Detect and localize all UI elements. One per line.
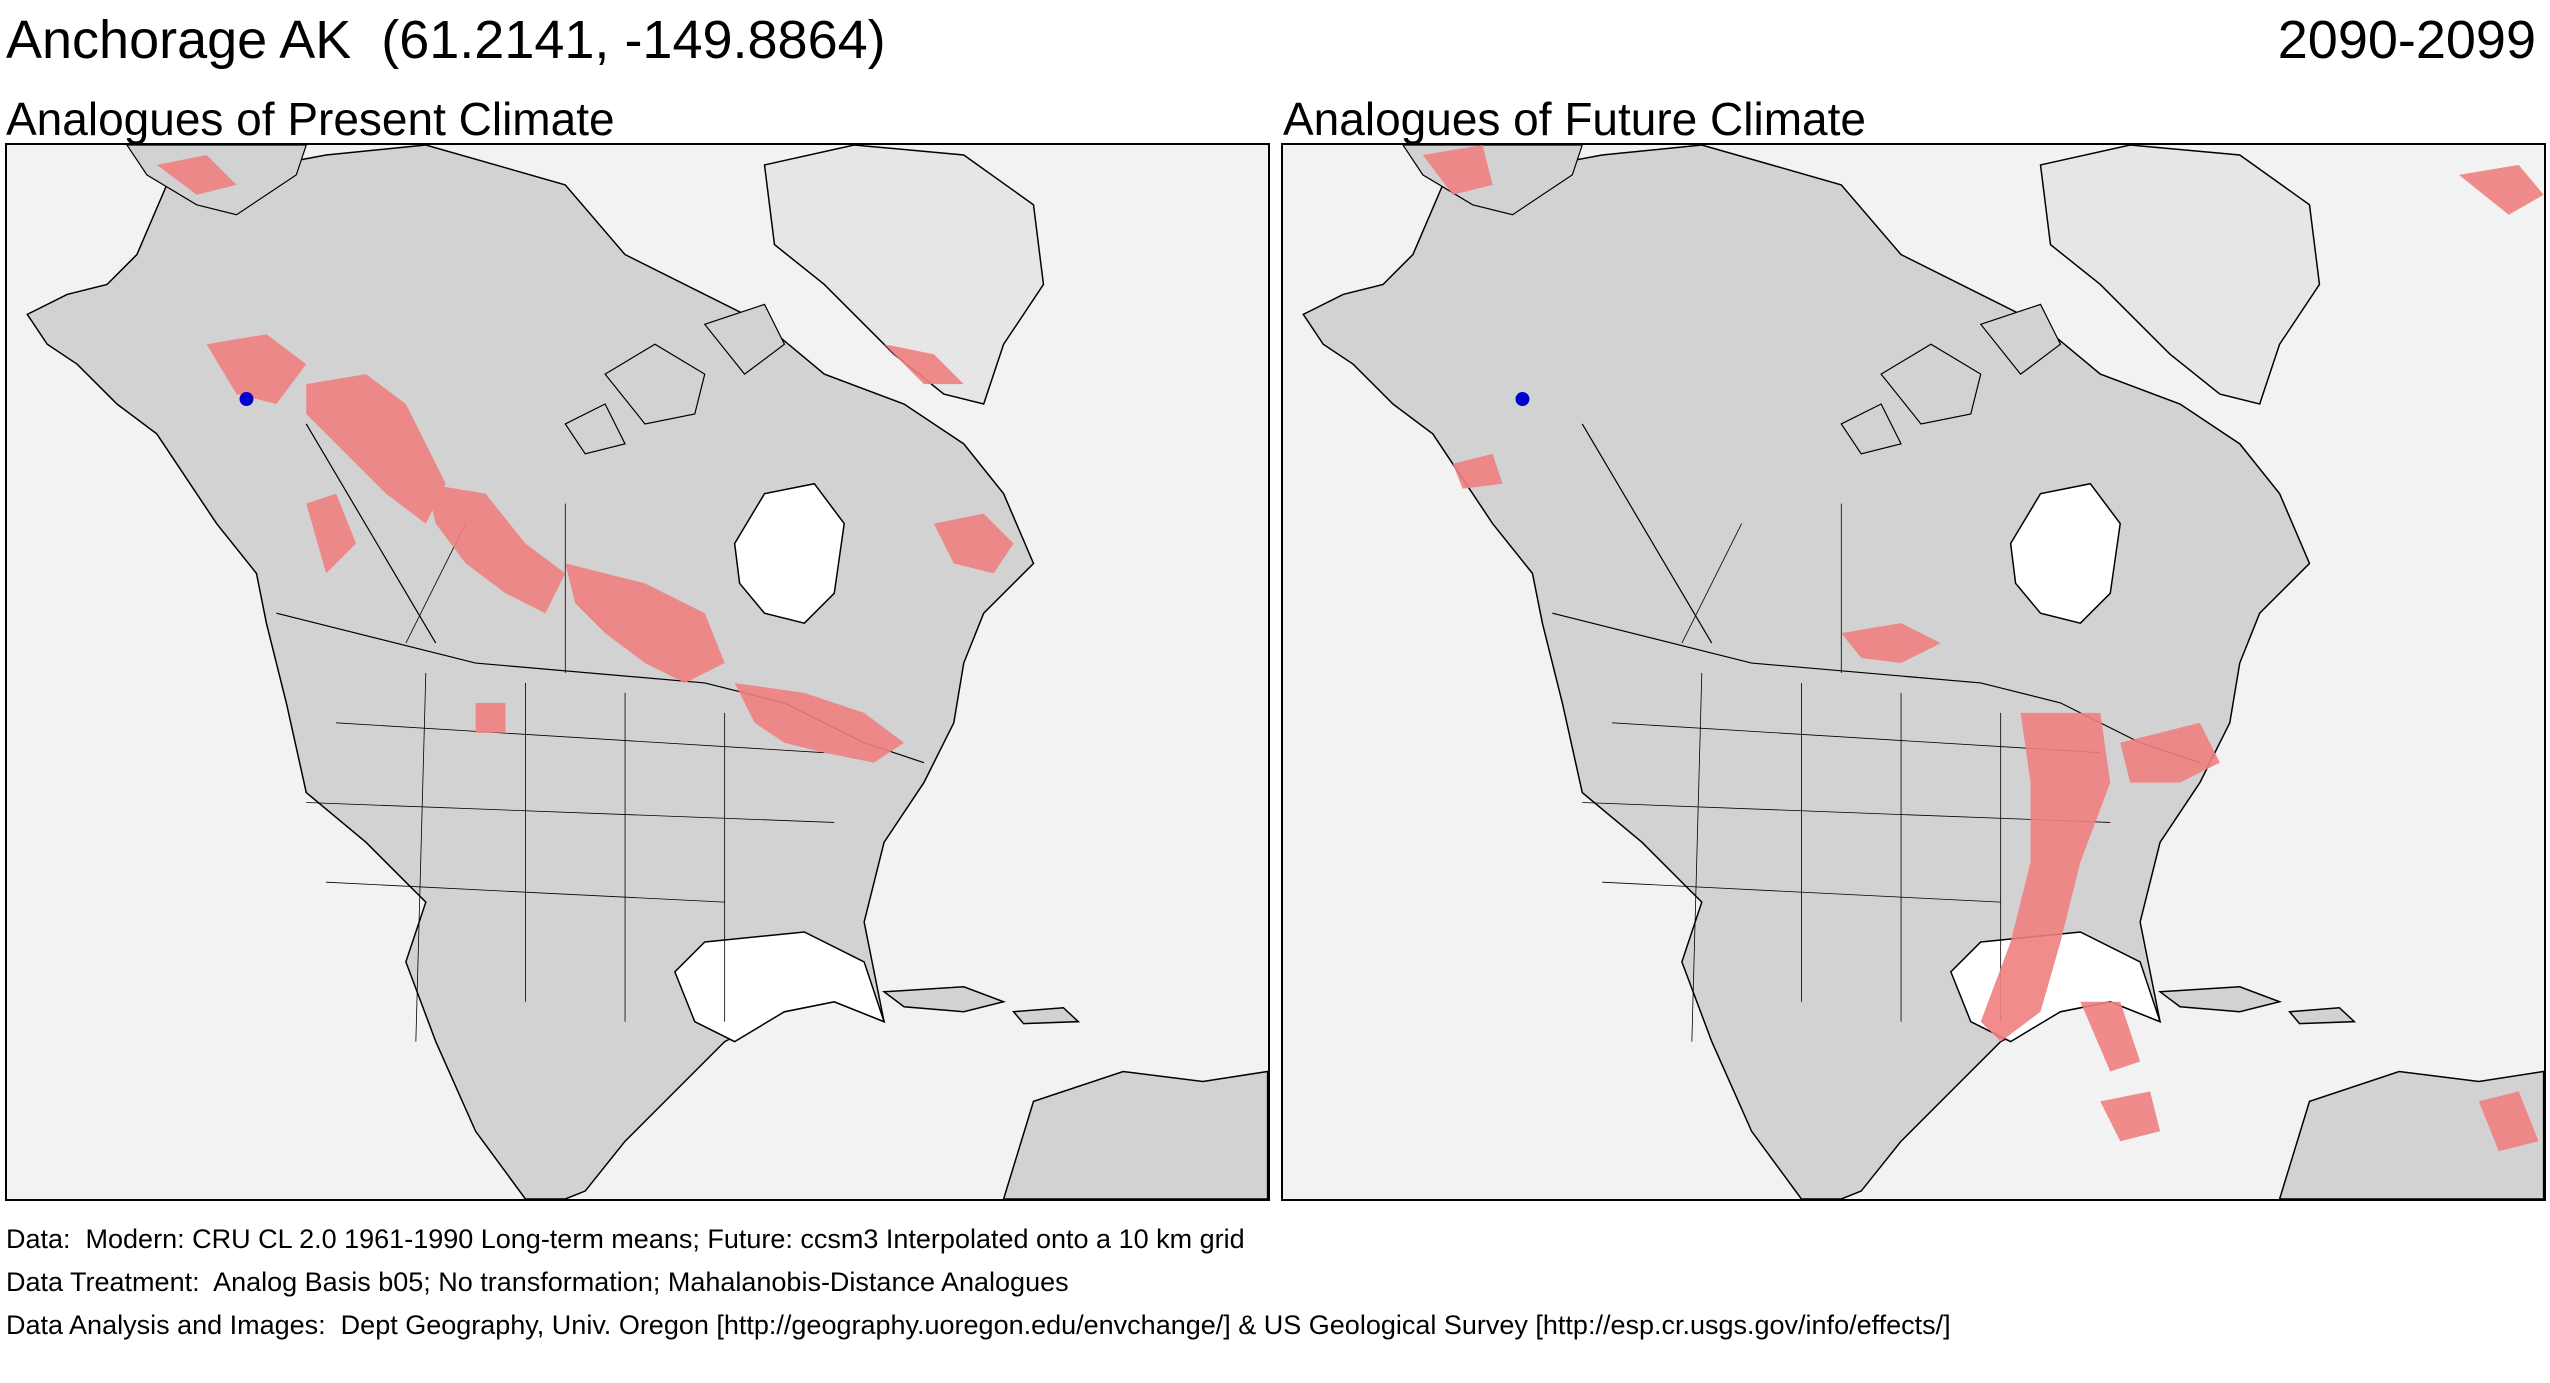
anchorage-marker	[239, 392, 254, 407]
alaska-border	[1581, 423, 1713, 644]
analogue-rockies	[306, 493, 357, 574]
state-lines	[306, 503, 835, 1042]
present-panel-title: Analogues of Present Climate	[6, 93, 615, 145]
period-title: 2090-2099	[2277, 10, 2536, 70]
analogue-andes	[2478, 1091, 2539, 1152]
future-climate-map	[1281, 143, 2546, 1201]
gulf-of-mexico	[673, 931, 886, 1043]
analogue-florida	[2080, 1001, 2141, 1072]
analogue-regions	[156, 154, 1014, 763]
arctic-islands	[1840, 303, 2062, 455]
hudson-bay	[733, 482, 845, 625]
footer-data-line: Data: Modern: CRU CL 2.0 1961-1990 Long-…	[6, 1224, 1245, 1254]
analogue-bc	[425, 483, 566, 614]
analogue-midwest-corridor	[1980, 712, 2111, 1042]
analogue-greenland	[884, 344, 964, 385]
analogue-prairie	[565, 563, 725, 683]
analogue-great-lakes	[734, 682, 904, 763]
arctic-islands	[564, 303, 786, 455]
analogue-central-america	[2100, 1091, 2161, 1142]
hudson-bay	[2009, 482, 2121, 625]
analogue-alaska	[206, 334, 307, 405]
south-america-land	[1002, 1070, 1268, 1199]
analogue-siberia	[1422, 145, 1493, 195]
footer-analysis-line: Data Analysis and Images: Dept Geography…	[6, 1310, 1951, 1340]
analogue-saskatchewan	[1841, 623, 1941, 664]
footer-treatment-line: Data Treatment: Analog Basis b05; No tra…	[6, 1267, 1069, 1297]
alaska-border	[305, 423, 437, 644]
location-title: Anchorage AK (61.2141, -149.8864)	[6, 10, 886, 70]
analogue-siberia	[156, 154, 237, 195]
caribbean-islands	[881, 986, 1081, 1025]
future-panel-title: Analogues of Future Climate	[1283, 93, 1866, 145]
state-lines	[1582, 503, 2111, 1042]
analogue-regions	[1422, 145, 2544, 1152]
analogue-quebec	[933, 513, 1014, 574]
analogue-wyoming	[475, 702, 506, 733]
caribbean-islands	[2157, 986, 2357, 1025]
south-america-land	[2278, 1070, 2544, 1199]
analogue-arctic-east	[2458, 164, 2544, 215]
present-climate-map	[5, 143, 1270, 1201]
future-map-svg	[1283, 145, 2544, 1199]
analogue-northeast	[2120, 722, 2220, 783]
greenland-land	[2039, 145, 2321, 405]
analogue-alaska-coast	[1452, 453, 1503, 489]
analogue-yukon	[306, 374, 446, 524]
anchorage-marker	[1515, 392, 1530, 407]
greenland-land	[763, 145, 1045, 405]
present-map-svg	[7, 145, 1268, 1199]
